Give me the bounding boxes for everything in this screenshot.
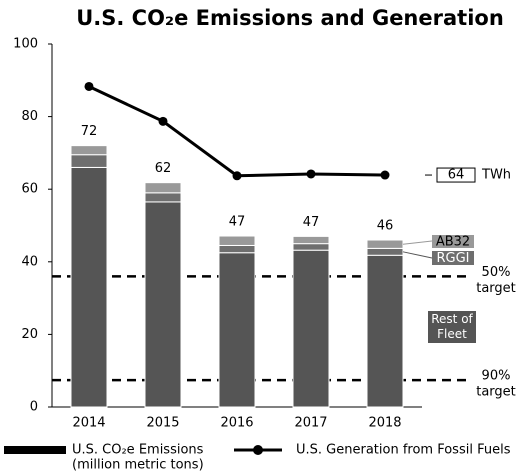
target-label: 50% [482, 265, 511, 280]
label-box [436, 167, 476, 183]
line-point [306, 169, 316, 179]
bar-segment [292, 235, 330, 245]
x-tick-label: 2017 [294, 416, 327, 431]
bar-segment [292, 243, 330, 251]
label-box [432, 235, 474, 248]
y-tick-label: 40 [21, 254, 38, 269]
legend-swatch [253, 445, 263, 455]
leader [402, 240, 433, 245]
y-tick-label: 20 [21, 327, 38, 342]
y-tick-label: 0 [30, 400, 38, 415]
bar-segment [366, 239, 404, 249]
line [88, 85, 386, 178]
x-tick-label: 2014 [72, 416, 105, 431]
segment-label: Rest of Fleet [428, 311, 476, 343]
leader [402, 251, 433, 259]
label-box [432, 251, 474, 265]
chart-title: U.S. CO₂e Emissions and Generation [76, 6, 504, 30]
x-tick-label: 2018 [368, 416, 401, 431]
bar-segment [70, 154, 108, 168]
bar-segment [144, 182, 182, 194]
bar-segment [70, 166, 108, 408]
bar-segment [218, 235, 256, 246]
line-point [158, 116, 168, 126]
bar-segment [218, 244, 256, 254]
line-end-label: 64 [448, 168, 465, 183]
bar-segment [366, 247, 404, 256]
y-tick-label: 80 [21, 109, 38, 124]
total-label: 46 [377, 219, 394, 234]
bar-segment [144, 192, 182, 203]
total-label: 47 [303, 215, 320, 230]
line-point [84, 81, 94, 91]
legend-label: U.S. Generation from Fossil Fuels [296, 443, 511, 458]
bar-segment [70, 145, 108, 156]
y-tick-label: 60 [21, 182, 38, 197]
line-point [380, 170, 390, 180]
bar-segment [292, 249, 330, 408]
y-tick-label: 100 [13, 37, 38, 52]
target-label: target [476, 385, 516, 400]
x-tick-label: 2015 [146, 416, 179, 431]
x-tick-label: 2016 [220, 416, 253, 431]
segment-label: AB32 [436, 235, 470, 250]
bar-segment [366, 254, 404, 408]
legend-label: U.S. CO₂e Emissions [72, 443, 204, 458]
legend-label: (million metric tons) [72, 458, 204, 473]
target-label: target [476, 281, 516, 296]
target-label: 90% [482, 369, 511, 384]
line-point [232, 171, 242, 181]
bar-segment [144, 201, 182, 408]
total-label: 72 [81, 124, 98, 139]
total-label: 47 [229, 215, 246, 230]
legend-swatch [4, 446, 66, 454]
segment-label: RGGI [436, 251, 469, 266]
line-end-unit: TWh [481, 168, 511, 183]
bar-segment [218, 252, 256, 408]
total-label: 62 [155, 161, 172, 176]
